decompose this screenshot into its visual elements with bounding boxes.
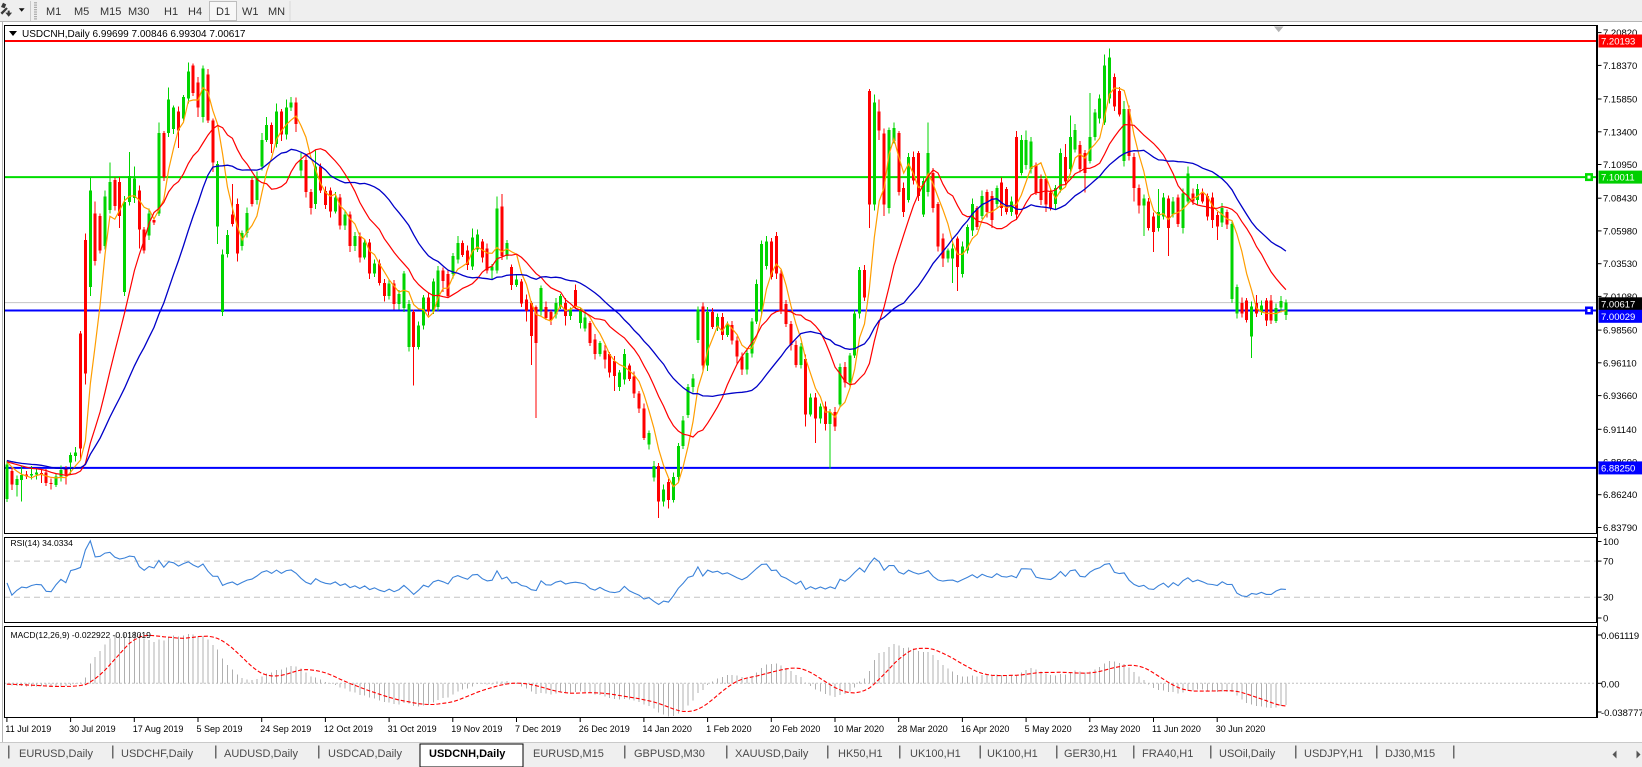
svg-text:MACD(12,26,9) -0.022922 -0.018: MACD(12,26,9) -0.022922 -0.018019: [11, 630, 152, 640]
svg-text:23 May 2020: 23 May 2020: [1088, 724, 1140, 734]
svg-text:7.20193: 7.20193: [1601, 37, 1635, 48]
svg-text:7.03530: 7.03530: [1603, 259, 1637, 270]
svg-text:20 Feb 2020: 20 Feb 2020: [770, 724, 821, 734]
svg-text:H4: H4: [188, 6, 202, 18]
svg-text:6.93660: 6.93660: [1603, 391, 1637, 402]
svg-text:30 Jun 2020: 30 Jun 2020: [1216, 724, 1266, 734]
svg-text:USDCNH,Daily: USDCNH,Daily: [429, 748, 506, 760]
svg-text:USDJPY,H1: USDJPY,H1: [1304, 748, 1363, 760]
svg-text:6.83790: 6.83790: [1603, 523, 1637, 534]
svg-text:100: 100: [1603, 537, 1619, 548]
svg-text:7.00029: 7.00029: [1601, 312, 1635, 323]
svg-text:6.91140: 6.91140: [1603, 425, 1637, 436]
svg-text:D1: D1: [216, 6, 230, 18]
svg-text:EURUSD,M15: EURUSD,M15: [533, 748, 604, 760]
svg-text:0.061119: 0.061119: [1601, 631, 1639, 642]
svg-text:-0.038777: -0.038777: [1601, 708, 1642, 719]
svg-text:24 Sep 2019: 24 Sep 2019: [260, 724, 311, 734]
svg-text:16 Apr 2020: 16 Apr 2020: [961, 724, 1010, 734]
svg-text:7.10950: 7.10950: [1603, 160, 1637, 171]
svg-text:M15: M15: [100, 6, 121, 18]
svg-text:7 Dec 2019: 7 Dec 2019: [515, 724, 561, 734]
svg-text:RSI(14) 34.0334: RSI(14) 34.0334: [11, 538, 74, 548]
svg-text:EURUSD,Daily: EURUSD,Daily: [19, 748, 93, 760]
svg-text:USDCHF,Daily: USDCHF,Daily: [121, 748, 194, 760]
svg-text:0.00: 0.00: [1601, 679, 1620, 690]
svg-text:19 Nov 2019: 19 Nov 2019: [451, 724, 502, 734]
svg-text:5 May 2020: 5 May 2020: [1025, 724, 1072, 734]
svg-text:7.08430: 7.08430: [1603, 194, 1637, 205]
svg-text:7.05980: 7.05980: [1603, 226, 1637, 237]
svg-text:XAUUSD,Daily: XAUUSD,Daily: [735, 748, 809, 760]
svg-text:0: 0: [1603, 614, 1608, 625]
svg-text:10 Mar 2020: 10 Mar 2020: [834, 724, 885, 734]
svg-text:7.20820: 7.20820: [1603, 28, 1637, 39]
svg-text:7.00617: 7.00617: [1601, 299, 1635, 310]
svg-text:GBPUSD,M30: GBPUSD,M30: [634, 748, 705, 760]
svg-text:6.98560: 6.98560: [1603, 326, 1637, 337]
svg-text:USOil,Daily: USOil,Daily: [1219, 748, 1276, 760]
svg-text:GER30,H1: GER30,H1: [1064, 748, 1117, 760]
svg-text:M5: M5: [74, 6, 89, 18]
svg-text:7.13400: 7.13400: [1603, 127, 1637, 138]
svg-text:AUDUSD,Daily: AUDUSD,Daily: [224, 748, 298, 760]
svg-text:M1: M1: [46, 6, 61, 18]
svg-text:UK100,H1: UK100,H1: [910, 748, 961, 760]
svg-text:28 Mar 2020: 28 Mar 2020: [897, 724, 948, 734]
svg-text:H1: H1: [164, 6, 178, 18]
svg-text:HK50,H1: HK50,H1: [838, 748, 883, 760]
svg-text:1 Feb 2020: 1 Feb 2020: [706, 724, 752, 734]
svg-text:12 Oct 2019: 12 Oct 2019: [324, 724, 373, 734]
svg-text:31 Oct 2019: 31 Oct 2019: [388, 724, 437, 734]
svg-text:17 Aug 2019: 17 Aug 2019: [133, 724, 184, 734]
svg-text:5 Sep 2019: 5 Sep 2019: [197, 724, 243, 734]
svg-text:6.86240: 6.86240: [1603, 490, 1637, 501]
svg-text:7.18370: 7.18370: [1603, 61, 1637, 72]
svg-text:MN: MN: [268, 6, 285, 18]
svg-text:26 Dec 2019: 26 Dec 2019: [579, 724, 630, 734]
svg-text:USDCAD,Daily: USDCAD,Daily: [328, 748, 402, 760]
svg-text:M30: M30: [128, 6, 149, 18]
svg-text:USDCNH,Daily 6.99699 7.00846: USDCNH,Daily 6.99699 7.00846 6.99304 7.0…: [22, 29, 246, 40]
svg-text:7.15850: 7.15850: [1603, 95, 1637, 106]
svg-text:11 Jun 2020: 11 Jun 2020: [1152, 724, 1201, 734]
svg-text:70: 70: [1603, 557, 1614, 568]
svg-text:6.96110: 6.96110: [1603, 358, 1637, 369]
svg-text:FRA40,H1: FRA40,H1: [1142, 748, 1193, 760]
svg-text:14 Jan 2020: 14 Jan 2020: [642, 724, 692, 734]
svg-text:7.10011: 7.10011: [1601, 173, 1635, 184]
svg-text:W1: W1: [242, 6, 259, 18]
svg-text:11 Jul 2019: 11 Jul 2019: [5, 724, 51, 734]
svg-text:30 Jul 2019: 30 Jul 2019: [69, 724, 116, 734]
svg-text:UK100,H1: UK100,H1: [987, 748, 1038, 760]
svg-text:30: 30: [1603, 593, 1614, 604]
svg-text:6.88250: 6.88250: [1601, 463, 1635, 474]
svg-text:DJ30,M15: DJ30,M15: [1385, 748, 1435, 760]
